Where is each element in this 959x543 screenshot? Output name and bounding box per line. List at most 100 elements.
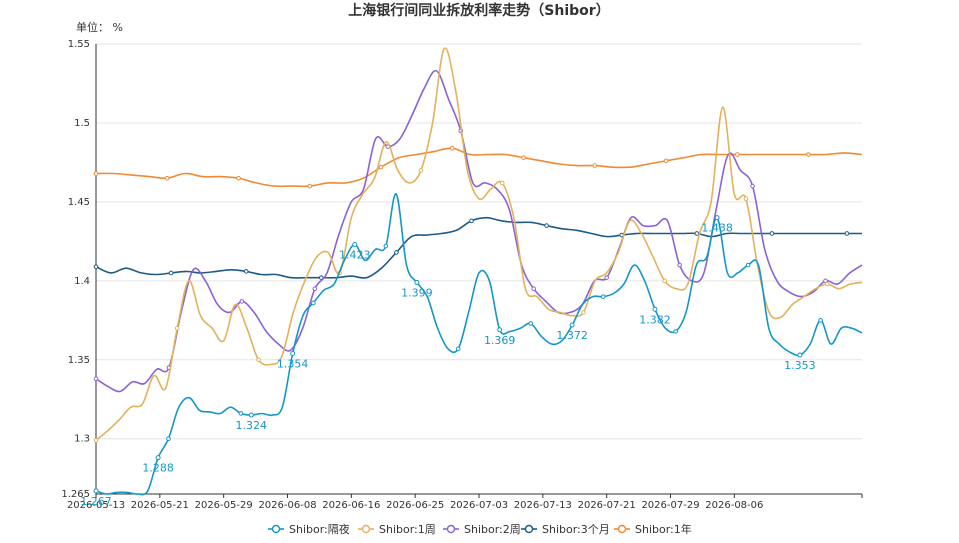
- series-point-1: [662, 278, 667, 284]
- series-point-1: [93, 438, 99, 443]
- x-tick-label: 2026-07-29: [641, 500, 699, 511]
- series-point-3: [394, 250, 399, 255]
- series-line-0: [95, 193, 863, 496]
- x-tick-label: 2026-06-16: [322, 500, 380, 511]
- data-label: 1.372: [556, 329, 588, 342]
- data-label-point: [155, 455, 161, 461]
- series-point-4: [663, 158, 669, 164]
- series-point-1: [743, 196, 749, 202]
- x-tick-label: 2026-05-29: [195, 500, 253, 511]
- data-label-point: [714, 215, 720, 221]
- axes: 1.265 1.3 1.35 1.4 1.45 1.5 1.55 2026-05-13 2026…: [61, 39, 863, 511]
- series-point-1: [824, 281, 830, 287]
- series-point-4: [521, 155, 526, 160]
- y-tick-label: 1.35: [68, 355, 90, 366]
- series-point-4: [93, 171, 99, 176]
- x-tick-label: 2026-08-06: [705, 500, 763, 511]
- series-point-4: [449, 145, 455, 151]
- series-point-3: [544, 223, 549, 228]
- y-tick-label: 1.4: [74, 276, 90, 287]
- legend-swatch-marker: [524, 524, 534, 534]
- series-point-2: [312, 286, 318, 292]
- series-line-4: [95, 147, 863, 188]
- y-tick-label: 1.5: [74, 118, 90, 129]
- legend-label: Shibor:2周: [464, 523, 521, 536]
- legend[interactable]: Shibor:隔夜 Shibor:1周 Shibor:2周 Shibor:3个月 Shi…: [268, 522, 692, 536]
- legend-swatch-marker: [446, 524, 456, 534]
- legend-label: Shibor:1年: [635, 522, 692, 536]
- y-unit-label: 单位： %: [76, 20, 123, 34]
- x-tick-label: 2026-07-03: [450, 500, 508, 511]
- series-point-0: [745, 262, 751, 268]
- series-point-4: [236, 175, 241, 181]
- series-point-0: [455, 346, 461, 352]
- data-label-point: [569, 322, 575, 328]
- series-point-1: [581, 310, 586, 315]
- series-point-0: [311, 300, 316, 306]
- series-point-3: [469, 218, 474, 224]
- series-point-3: [243, 269, 249, 274]
- series-point-4: [806, 152, 811, 157]
- series-point-1: [418, 168, 424, 173]
- series-point-4: [164, 175, 170, 181]
- series-point-2: [677, 262, 682, 268]
- legend-swatch-marker: [361, 524, 371, 534]
- data-label-point: [797, 352, 803, 358]
- series-point-1: [499, 180, 505, 186]
- series-point-2: [750, 183, 755, 189]
- series-point-3: [93, 264, 99, 269]
- data-label: 1.288: [142, 462, 174, 475]
- legend-label: Shibor:3个月: [542, 523, 610, 536]
- legend-swatch-marker: [271, 524, 281, 534]
- data-label: 1.267: [80, 495, 112, 508]
- data-label-point: [652, 306, 658, 312]
- legend-item-3[interactable]: Shibor:3个月: [521, 523, 610, 536]
- x-tick-label: 2026-06-08: [258, 500, 316, 511]
- legend-item-0[interactable]: Shibor:隔夜: [268, 522, 350, 536]
- legend-item-2[interactable]: Shibor:2周: [443, 523, 521, 536]
- series-point-0: [673, 329, 678, 334]
- series-point-1: [256, 357, 261, 363]
- x-tick-label: 2026-06-25: [386, 500, 444, 511]
- data-label-point: [352, 242, 358, 248]
- series-point-0: [600, 294, 606, 299]
- series-point-0: [238, 411, 244, 416]
- legend-label: Shibor:1周: [379, 523, 436, 536]
- series-point-0: [528, 321, 534, 326]
- series-point-4: [378, 164, 384, 170]
- series-line-3: [95, 216, 862, 279]
- series-point-2: [93, 376, 99, 382]
- legend-item-4[interactable]: Shibor:1年: [614, 522, 692, 536]
- series-point-4: [307, 183, 313, 189]
- y-tick-label: 1.55: [68, 39, 90, 50]
- x-tick-label: 2026-05-21: [131, 500, 189, 511]
- series-line-1: [95, 47, 863, 441]
- x-tick-label: 2026-07-21: [578, 500, 636, 511]
- x-tick-label: 2026-07-13: [514, 500, 572, 511]
- data-label-point: [290, 350, 296, 356]
- y-tick-label: 1.265: [61, 489, 90, 500]
- series-point-4: [735, 152, 740, 157]
- grid-lines: [96, 43, 862, 495]
- series-point-2: [531, 286, 537, 292]
- series-point-2: [239, 299, 245, 304]
- legend-item-1[interactable]: Shibor:1周: [358, 523, 436, 536]
- series-point-3: [168, 270, 174, 276]
- x-tick-label: 2026-05-13: [67, 500, 125, 511]
- series-point-0: [166, 436, 171, 442]
- data-label: 1.382: [639, 313, 671, 326]
- series-point-3: [694, 231, 700, 236]
- series-point-0: [383, 243, 389, 249]
- series-lines: [93, 47, 863, 496]
- legend-swatch-marker: [617, 524, 627, 534]
- legend-label: Shibor:隔夜: [289, 522, 350, 536]
- series-point-0: [818, 318, 823, 323]
- y-tick-label: 1.45: [68, 197, 90, 208]
- series-point-3: [769, 231, 775, 236]
- series-line-2: [95, 69, 863, 393]
- series-point-3: [844, 231, 850, 236]
- data-label: 1.438: [701, 222, 733, 235]
- data-label: 1.369: [484, 334, 516, 347]
